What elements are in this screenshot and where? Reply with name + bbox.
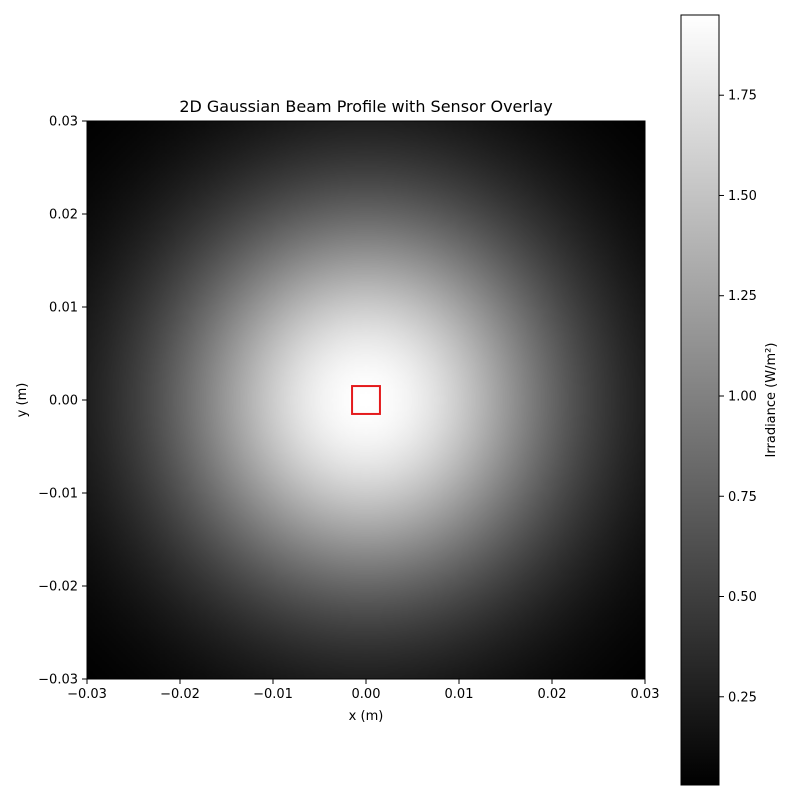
colorbar-tick-label: 1.75: [728, 89, 757, 104]
beam-heatmap: [87, 121, 645, 679]
x-axis-label: x (m): [349, 709, 384, 724]
colorbar-tick-label: 0.50: [728, 590, 757, 605]
x-tick-label: 0.02: [538, 687, 567, 702]
y-tick-label: −0.03: [38, 673, 78, 688]
plot-area: [87, 121, 645, 679]
x-tick-label: 0.03: [631, 687, 660, 702]
y-tick-label: 0.01: [49, 301, 78, 316]
colorbar-ticks: 0.25 0.50 0.75 1.00 1.25 1.50 1.75: [719, 89, 757, 705]
colorbar-label: Irradiance (W/m²): [764, 343, 779, 458]
y-axis-label: y (m): [15, 383, 30, 418]
colorbar-tick-label: 0.25: [728, 690, 757, 705]
y-tick-label: 0.02: [49, 208, 78, 223]
x-tick-label: −0.01: [253, 687, 293, 702]
x-tick-label: 0.00: [352, 687, 381, 702]
x-tick-label: −0.03: [67, 687, 107, 702]
x-tick-label: 0.01: [445, 687, 474, 702]
chart-title: 2D Gaussian Beam Profile with Sensor Ove…: [179, 97, 552, 116]
x-tick-label: −0.02: [160, 687, 200, 702]
colorbar-tick-label: 1.25: [728, 289, 757, 304]
y-tick-label: −0.02: [38, 580, 78, 595]
colorbar-tick-label: 1.00: [728, 389, 757, 404]
y-axis-ticks: −0.03 −0.02 −0.01 0.00 0.01 0.02 0.03: [38, 115, 87, 688]
y-tick-label: 0.03: [49, 115, 78, 130]
sensor-overlay: [351, 385, 381, 415]
y-tick-label: −0.01: [38, 487, 78, 502]
colorbar-tick-label: 0.75: [728, 490, 757, 505]
y-tick-label: 0.00: [49, 394, 78, 409]
colorbar-tick-label: 1.50: [728, 189, 757, 204]
colorbar: [680, 14, 720, 786]
x-axis-ticks: −0.03 −0.02 −0.01 0.00 0.01 0.02 0.03: [67, 679, 659, 702]
